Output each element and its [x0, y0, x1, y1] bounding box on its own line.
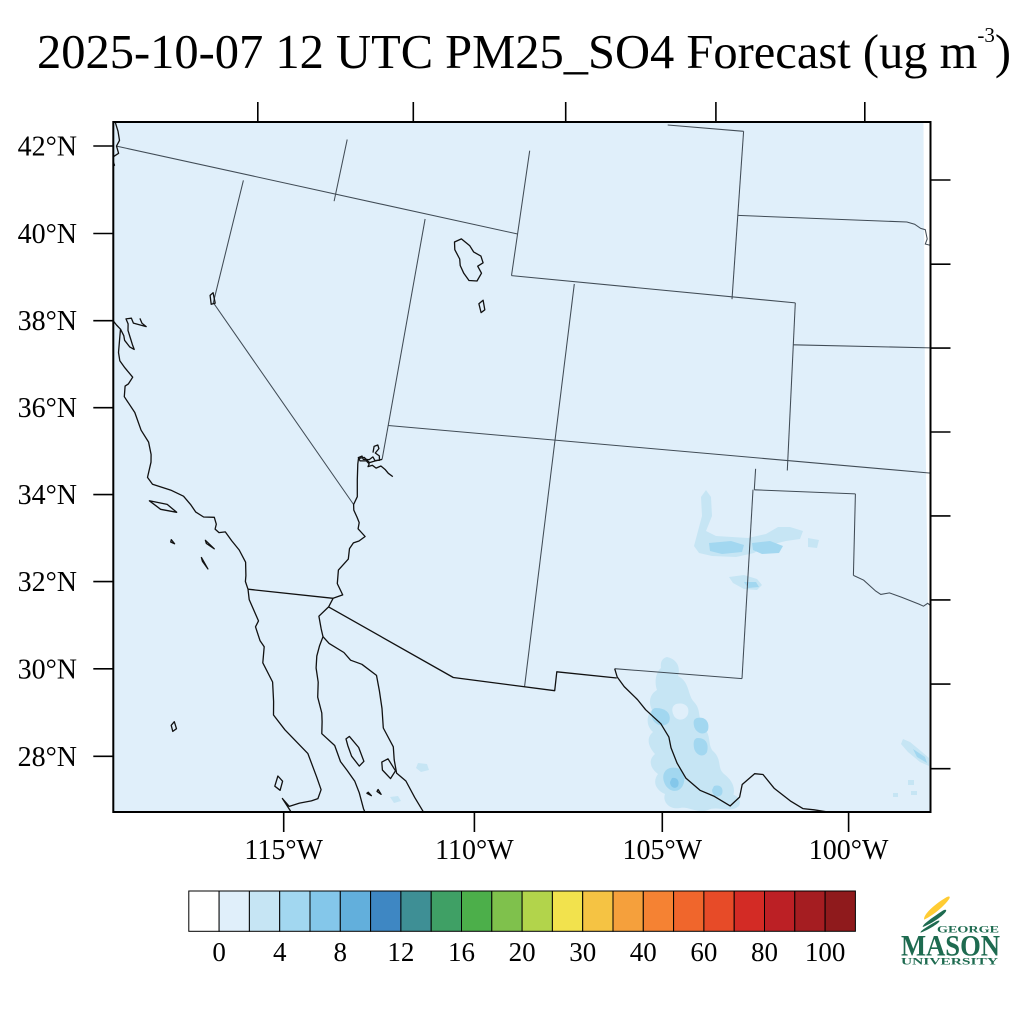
svg-text:UNIVERSITY: UNIVERSITY [901, 957, 999, 967]
svg-text:34°N: 34°N [18, 480, 77, 511]
svg-text:4: 4 [273, 937, 287, 967]
svg-text:80: 80 [751, 937, 778, 967]
svg-text:40: 40 [630, 937, 657, 967]
svg-text:28°N: 28°N [18, 742, 77, 773]
svg-text:16: 16 [448, 937, 475, 967]
svg-text:105°W: 105°W [622, 835, 702, 866]
svg-text:0: 0 [212, 937, 226, 967]
svg-text:115°W: 115°W [244, 835, 323, 866]
svg-text:30°N: 30°N [18, 654, 77, 685]
svg-text:12: 12 [387, 937, 414, 967]
svg-text:32°N: 32°N [18, 567, 77, 598]
svg-text:38°N: 38°N [18, 306, 77, 337]
svg-text:100°W: 100°W [809, 835, 889, 866]
svg-text:36°N: 36°N [18, 393, 77, 424]
svg-text:20: 20 [509, 937, 536, 967]
svg-text:110°W: 110°W [435, 835, 514, 866]
svg-text:GEORGE: GEORGE [937, 926, 999, 936]
svg-text:40°N: 40°N [18, 219, 77, 250]
svg-text:MASON: MASON [901, 930, 1000, 963]
svg-text:42°N: 42°N [18, 132, 77, 163]
svg-text:8: 8 [334, 937, 348, 967]
svg-text:100: 100 [805, 937, 846, 967]
svg-text:60: 60 [690, 937, 717, 967]
svg-text:30: 30 [569, 937, 596, 967]
